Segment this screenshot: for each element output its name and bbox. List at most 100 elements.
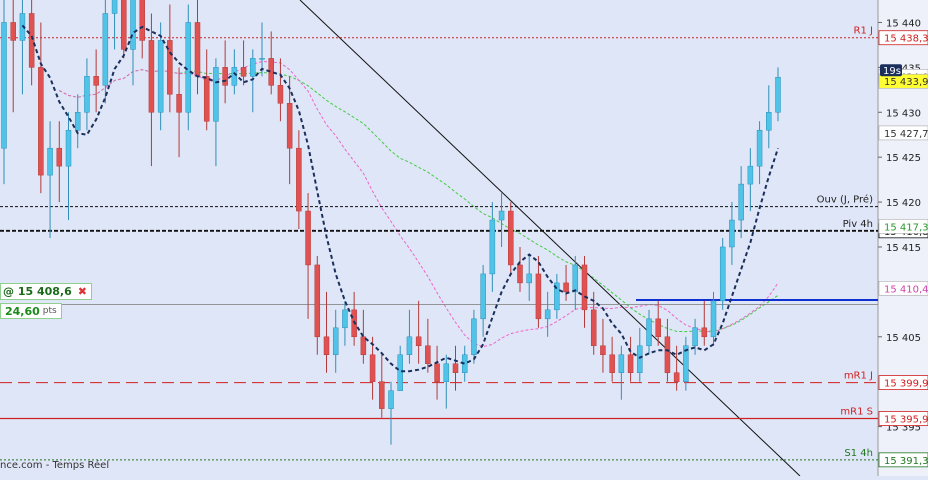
candle-body-9 bbox=[84, 76, 90, 113]
candle-14 bbox=[130, 0, 136, 86]
level-tag-box-0 bbox=[878, 30, 928, 46]
candle-body-13 bbox=[121, 0, 127, 50]
candle-body-11 bbox=[102, 13, 109, 86]
candle-31 bbox=[286, 76, 293, 185]
candle-20 bbox=[185, 4, 192, 131]
candle-84 bbox=[775, 67, 781, 122]
candle-body-71 bbox=[655, 318, 661, 338]
candle-3 bbox=[28, 0, 35, 86]
candle-64 bbox=[590, 291, 597, 355]
candle-body-54 bbox=[498, 210, 505, 221]
candle-13 bbox=[121, 0, 127, 59]
candle-68 bbox=[627, 336, 634, 382]
candle-17 bbox=[157, 22, 164, 131]
candle-body-47 bbox=[434, 363, 440, 382]
candle-4 bbox=[38, 22, 44, 194]
price-tag-3: 15 417,3 bbox=[884, 222, 928, 233]
candle-69 bbox=[637, 327, 643, 382]
candle-body-3 bbox=[28, 13, 35, 68]
candle-16 bbox=[148, 13, 155, 167]
candle-body-52 bbox=[480, 273, 486, 320]
candle-32 bbox=[296, 130, 302, 230]
candle-18 bbox=[167, 4, 173, 113]
candle-body-44 bbox=[406, 336, 413, 356]
candle-79 bbox=[729, 202, 735, 265]
position-price-label: @ 15 408,6 bbox=[3, 285, 72, 298]
position-points-value: 24,60 bbox=[5, 304, 40, 318]
candle-body-17 bbox=[157, 40, 164, 113]
position-points-tag: 24,60 pts bbox=[0, 303, 62, 319]
candle-body-76 bbox=[701, 327, 708, 338]
candle-body-79 bbox=[729, 219, 735, 248]
y-tick-label-7: 15 395 bbox=[886, 423, 921, 434]
candle-27 bbox=[250, 49, 256, 113]
candle-body-51 bbox=[471, 318, 477, 356]
candle-45 bbox=[415, 300, 422, 364]
candle-body-21 bbox=[194, 22, 201, 77]
close-position-icon[interactable]: ✖ bbox=[77, 285, 87, 298]
candle-body-77 bbox=[710, 300, 717, 338]
candle-body-65 bbox=[600, 345, 606, 356]
candle-body-27 bbox=[250, 58, 256, 77]
timer-badge-box bbox=[880, 64, 902, 77]
y-tick-label-0: 15 440 bbox=[886, 18, 921, 29]
candle-76 bbox=[701, 300, 708, 346]
candle-body-34 bbox=[314, 264, 321, 338]
y-tick-label-3: 15 425 bbox=[886, 153, 921, 164]
candle-44 bbox=[406, 309, 413, 364]
candle-55 bbox=[508, 202, 514, 274]
candle-71 bbox=[655, 300, 661, 346]
candle-body-36 bbox=[332, 327, 339, 356]
candle-body-74 bbox=[683, 345, 689, 382]
candle-10 bbox=[93, 49, 99, 113]
candle-body-22 bbox=[203, 76, 210, 122]
price-tag-box-3 bbox=[878, 219, 928, 234]
candle-body-63 bbox=[581, 264, 588, 311]
candle-body-31 bbox=[286, 103, 293, 149]
candle-80 bbox=[738, 166, 744, 238]
candle-body-68 bbox=[627, 354, 634, 373]
level-tag-6: 15 395,9 bbox=[884, 415, 928, 426]
candle-78 bbox=[719, 238, 726, 310]
candle-body-46 bbox=[425, 345, 431, 364]
y-tick-label-1: 15 435 bbox=[886, 63, 921, 74]
y-tick-label-5: 15 415 bbox=[886, 243, 921, 254]
candle-body-43 bbox=[397, 354, 403, 391]
candle-33 bbox=[305, 193, 311, 319]
candle-body-81 bbox=[747, 165, 754, 185]
open-position-tag[interactable]: @ 15 408,6 ✖ bbox=[0, 283, 92, 300]
candle-body-60 bbox=[554, 282, 560, 311]
level-tag-box-7 bbox=[878, 452, 928, 468]
candle-body-78 bbox=[719, 246, 726, 302]
candle-body-18 bbox=[167, 40, 173, 95]
candle-37 bbox=[342, 300, 348, 346]
candle-83 bbox=[766, 85, 772, 149]
price-tag-box-4 bbox=[878, 280, 928, 296]
ma-fast-line bbox=[21, 24, 779, 373]
candle-body-42 bbox=[388, 390, 394, 409]
plot-area bbox=[0, 0, 878, 476]
candle-19 bbox=[176, 67, 182, 158]
candle-body-41 bbox=[379, 381, 385, 409]
price-tag-2: 15 427,7 bbox=[884, 129, 928, 140]
candle-49 bbox=[452, 345, 459, 391]
candle-body-48 bbox=[443, 363, 450, 382]
candle-41 bbox=[379, 354, 385, 418]
timer-badge: 19s bbox=[883, 66, 901, 77]
price-tag-4: 15 410,4 bbox=[884, 284, 928, 295]
candle-75 bbox=[692, 318, 698, 355]
level-label-6: mR1 S bbox=[840, 407, 873, 418]
candle-body-23 bbox=[213, 67, 219, 122]
candle-body-53 bbox=[489, 219, 496, 275]
candle-body-56 bbox=[517, 264, 523, 284]
y-tick-label-2: 15 430 bbox=[886, 108, 921, 119]
candle-28 bbox=[259, 22, 265, 77]
level-tag-0: 15 438,3 bbox=[884, 34, 928, 45]
candle-66 bbox=[609, 336, 615, 382]
level-tag-box-5 bbox=[878, 375, 928, 390]
candle-60 bbox=[554, 273, 560, 319]
candle-30 bbox=[277, 58, 284, 122]
candle-39 bbox=[360, 309, 367, 364]
candle-body-55 bbox=[508, 210, 514, 266]
